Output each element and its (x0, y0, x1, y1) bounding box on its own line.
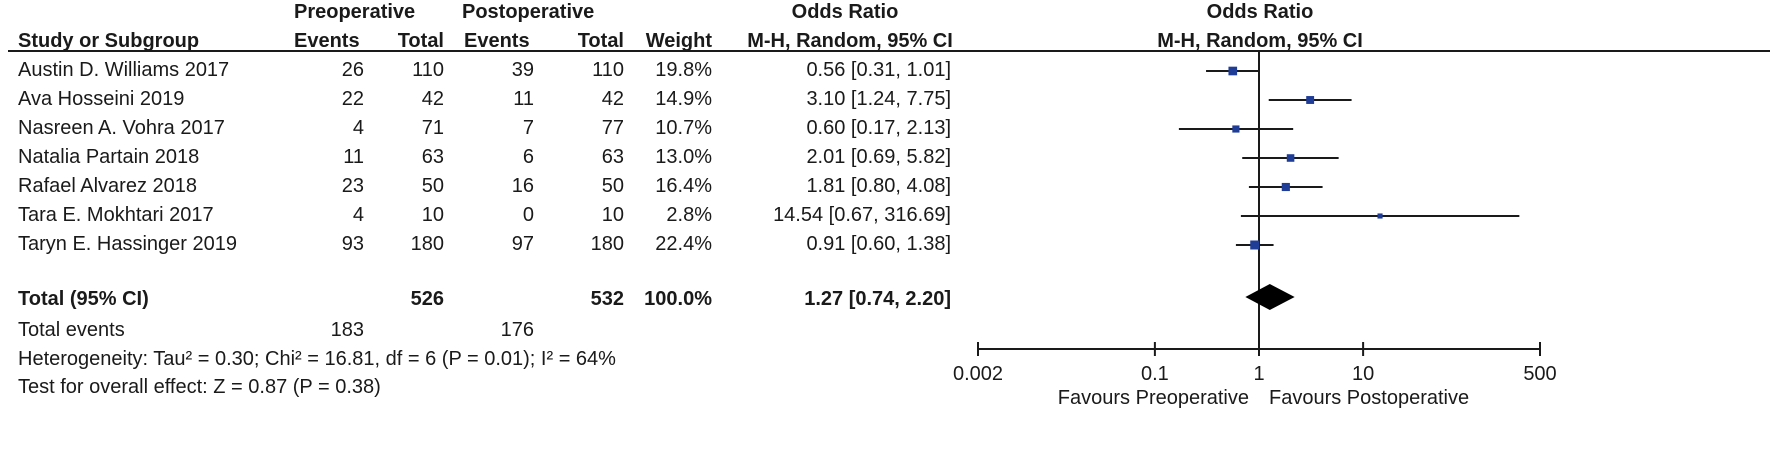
post-events-value: 0 (522, 204, 534, 226)
post-group-header: Postoperative (462, 1, 595, 23)
x-label-right: Favours Postoperative (1269, 387, 1469, 409)
total-pre-total: 526 (410, 288, 444, 310)
pre-events-value: 93 (341, 233, 364, 255)
or-ci-value: 0.91 [0.60, 1.38] (806, 233, 951, 255)
pre-events-col-header: Events (294, 30, 360, 52)
total-events-label: Total events (18, 319, 125, 341)
post-total-value: 63 (601, 146, 624, 168)
or-ci-value: 14.54 [0.67, 316.69] (773, 204, 951, 226)
study-marker (1286, 154, 1295, 162)
weight-value: 22.4% (655, 233, 712, 255)
study-name: Austin D. Williams 2017 (18, 59, 230, 81)
post-total-value: 42 (601, 88, 624, 110)
pre-total-value: 110 (412, 59, 444, 81)
or-group-header: Odds Ratio (791, 1, 899, 23)
study-name: Nasreen A. Vohra 2017 (18, 117, 225, 139)
pre-total-value: 63 (421, 146, 444, 168)
post-events-value: 16 (511, 175, 534, 197)
study-name: Natalia Partain 2018 (18, 146, 200, 168)
post-total-value: 10 (601, 204, 624, 226)
post-events-value: 97 (511, 233, 534, 255)
post-total-value: 180 (590, 233, 624, 255)
x-tick-label: 10 (1352, 363, 1374, 385)
study-marker (1281, 182, 1290, 192)
weight-value: 16.4% (655, 175, 712, 197)
total-events-post: 176 (500, 319, 534, 341)
x-tick-label: 0.1 (1141, 363, 1169, 385)
or-col-header: M-H, Random, 95% CI (747, 30, 953, 52)
total-post-total: 532 (590, 288, 624, 310)
pre-total-value: 180 (410, 233, 444, 255)
total-label: Total (95% CI) (18, 288, 149, 310)
pre-events-value: 26 (341, 59, 364, 81)
header-rule (8, 50, 1770, 52)
study-marker (1232, 125, 1240, 133)
post-total-value: 77 (601, 117, 624, 139)
x-tick-label: 0.002 (953, 363, 1003, 385)
pre-total-col-header: Total (397, 30, 444, 52)
study-marker (1250, 240, 1260, 250)
pre-events-value: 11 (343, 146, 364, 168)
overall-effect-text: Test for overall effect: Z = 0.87 (P = 0… (18, 376, 381, 398)
or-ci-value: 1.81 [0.80, 4.08] (806, 175, 951, 197)
total-or-ci: 1.27 [0.74, 2.20] (804, 288, 951, 310)
x-label-left: Favours Preoperative (1058, 387, 1249, 409)
total-events-pre: 183 (330, 319, 364, 341)
or-ci-value: 0.56 [0.31, 1.01] (806, 59, 951, 81)
post-events-value: 11 (513, 88, 534, 110)
pre-total-value: 10 (421, 204, 444, 226)
pre-total-value: 50 (421, 175, 444, 197)
study-marker (1228, 66, 1238, 76)
post-total-col-header: Total (577, 30, 624, 52)
heterogeneity-text: Heterogeneity: Tau² = 0.30; Chi² = 16.81… (18, 348, 616, 370)
pre-events-value: 4 (352, 204, 364, 226)
post-events-col-header: Events (464, 30, 530, 52)
post-total-value: 110 (592, 59, 624, 81)
weight-col-header: Weight (645, 30, 712, 52)
or-ci-value: 0.60 [0.17, 2.13] (806, 117, 951, 139)
study-marker (1306, 96, 1315, 104)
pre-events-value: 23 (341, 175, 364, 197)
pooled-estimate-diamond (1245, 284, 1295, 310)
study-marker (1377, 213, 1383, 219)
confidence-intervals (1178, 70, 1520, 246)
or-ci-value: 3.10 [1.24, 7.75] (806, 88, 951, 110)
post-events-value: 6 (522, 146, 534, 168)
x-axis-ticks: 0.002 0.1 1 10 500 (953, 342, 1557, 385)
weight-value: 14.9% (655, 88, 712, 110)
weight-value: 13.0% (655, 146, 712, 168)
x-tick-label: 1 (1253, 363, 1264, 385)
study-name: Tara E. Mokhtari 2017 (18, 204, 214, 226)
study-name: Taryn E. Hassinger 2019 (18, 233, 238, 255)
study-markers (1228, 66, 1383, 250)
pre-group-header: Preoperative (294, 1, 416, 23)
post-events-value: 39 (511, 59, 534, 81)
x-tick-label: 500 (1523, 363, 1556, 385)
pre-total-value: 71 (421, 117, 444, 139)
weight-value: 10.7% (655, 117, 712, 139)
study-name: Rafael Alvarez 2018 (18, 175, 198, 197)
weight-value: 19.8% (655, 59, 712, 81)
or-ci-value: 2.01 [0.69, 5.82] (806, 146, 951, 168)
pre-total-value: 42 (421, 88, 444, 110)
weight-value: 2.8% (666, 204, 712, 226)
post-total-value: 50 (601, 175, 624, 197)
pre-events-value: 4 (352, 117, 364, 139)
pre-events-value: 22 (341, 88, 364, 110)
plot-group-header: Odds Ratio (1206, 1, 1314, 23)
study-col-header: Study or Subgroup (18, 30, 200, 52)
post-events-value: 7 (522, 117, 534, 139)
plot-col-header: M-H, Random, 95% CI (1157, 30, 1363, 52)
study-name: Ava Hosseini 2019 (18, 88, 185, 110)
total-weight: 100.0% (644, 288, 712, 310)
